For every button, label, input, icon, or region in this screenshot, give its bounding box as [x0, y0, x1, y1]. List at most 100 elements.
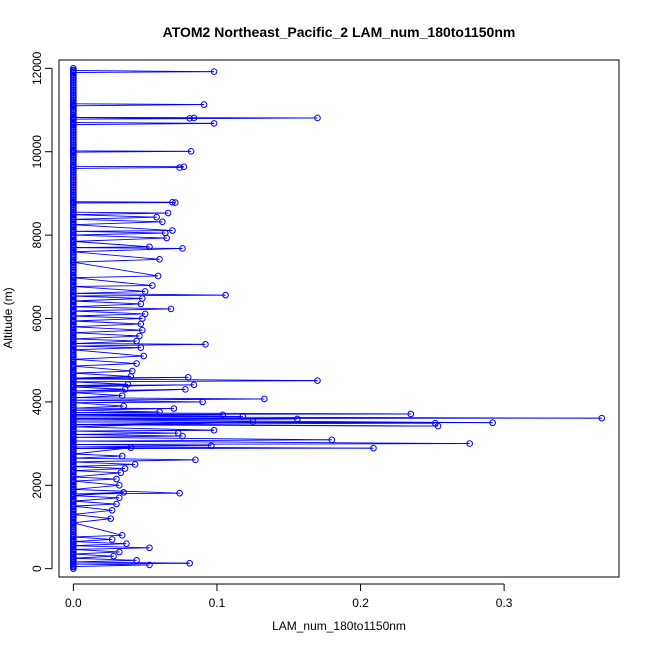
series-line-segment [73, 555, 114, 559]
data-point [136, 332, 143, 340]
series-line-segment [73, 303, 141, 308]
data-point [146, 561, 153, 569]
data-point [154, 272, 162, 280]
data-point [179, 245, 186, 252]
data-point [199, 398, 206, 406]
data-point [314, 114, 321, 122]
data-point [328, 436, 336, 444]
series-line-segment [73, 329, 143, 334]
series-line-segment [73, 421, 253, 428]
data-point [127, 373, 135, 380]
data-point [137, 300, 145, 308]
series-line-segment [73, 285, 153, 287]
series-line-segment [73, 500, 117, 505]
data-point [146, 544, 153, 552]
series-line-segment [73, 476, 117, 480]
data-point [190, 381, 198, 389]
series-line-segment [73, 365, 133, 372]
data-point [70, 65, 77, 72]
series-line-segment [73, 347, 141, 351]
series-line-segment [73, 472, 121, 478]
series-line-segment [73, 320, 141, 325]
data-point [133, 557, 140, 564]
data-point [107, 515, 114, 522]
y-tick-label: 6000 [30, 305, 44, 332]
series-line-segment [73, 433, 183, 437]
y-tick-label: 2000 [30, 472, 44, 499]
series-line-segment [73, 323, 141, 328]
data-point [489, 419, 496, 427]
data-point [222, 291, 229, 299]
series-line-segment [73, 251, 160, 260]
series-line-segment [73, 221, 163, 226]
series-line-segment [73, 518, 111, 524]
y-axis-label: Altitude (m) [1, 287, 15, 348]
data-point [116, 494, 123, 502]
series-line-segment [73, 549, 120, 553]
data-point [121, 465, 129, 472]
y-tick-label: 10000 [30, 135, 44, 169]
series-line-segment [73, 453, 123, 457]
data-point [163, 234, 170, 242]
series-line-segment [73, 432, 179, 435]
series-line-segment [73, 503, 117, 507]
series-line-segment [73, 335, 140, 340]
series-line-segment [73, 300, 141, 305]
series-line-segment [73, 495, 120, 499]
series-line-segment [73, 277, 153, 287]
series-line-segment [73, 447, 131, 450]
series-line-segment [73, 401, 203, 404]
series-line-segment [73, 372, 131, 377]
series-line-segment [73, 384, 194, 388]
series-line-segment [73, 326, 143, 331]
series-line-segment [73, 290, 146, 294]
data-point [186, 559, 193, 567]
data-point [118, 532, 126, 539]
series-line-segment [73, 426, 215, 431]
data-point [434, 422, 442, 430]
series-line-segment [73, 545, 150, 549]
plot-area [70, 65, 606, 572]
series-line-segment [179, 166, 185, 169]
data-point [184, 373, 192, 381]
series-line-segment [73, 345, 141, 349]
data-point [261, 395, 268, 403]
series-line-segment [73, 388, 186, 394]
series-line-segment [73, 553, 114, 557]
data-point [118, 392, 126, 399]
series-line-segment [73, 378, 318, 382]
series-line-segment [73, 294, 226, 297]
y-tick-label: 8000 [30, 221, 44, 248]
data-point [186, 115, 193, 122]
data-point [172, 199, 179, 206]
series-line-segment [73, 332, 140, 337]
series-line-segment [73, 551, 120, 555]
series-line-segment [73, 117, 318, 120]
series-line-segment [73, 104, 205, 107]
series-line-segment [73, 358, 137, 364]
x-axis-label: LAM_num_180to1150nm [272, 619, 406, 633]
series-line-segment [73, 459, 196, 463]
series-line-segment [73, 470, 121, 474]
series-line-segment [73, 318, 143, 322]
x-tick-label: 0.1 [209, 596, 226, 610]
data-point [140, 352, 148, 360]
data-point [202, 341, 209, 348]
series-line-segment [73, 543, 127, 547]
series-line-segment [73, 216, 157, 220]
data-point [141, 310, 149, 318]
data-point [138, 326, 146, 334]
data-point [113, 500, 120, 508]
series-points [70, 65, 606, 572]
series-line-segment [73, 349, 144, 357]
series-line-segment [73, 509, 113, 515]
x-tick-label: 0.3 [496, 596, 513, 610]
series-line-segment [73, 514, 111, 520]
data-point [137, 344, 145, 351]
data-point [164, 209, 172, 217]
data-point [210, 426, 218, 434]
series-line-segment [73, 234, 167, 239]
y-axis: 0 2000 4000 6000 8000 10000 12000 [30, 51, 53, 572]
series-line-segment [73, 285, 146, 292]
data-point [219, 411, 226, 419]
